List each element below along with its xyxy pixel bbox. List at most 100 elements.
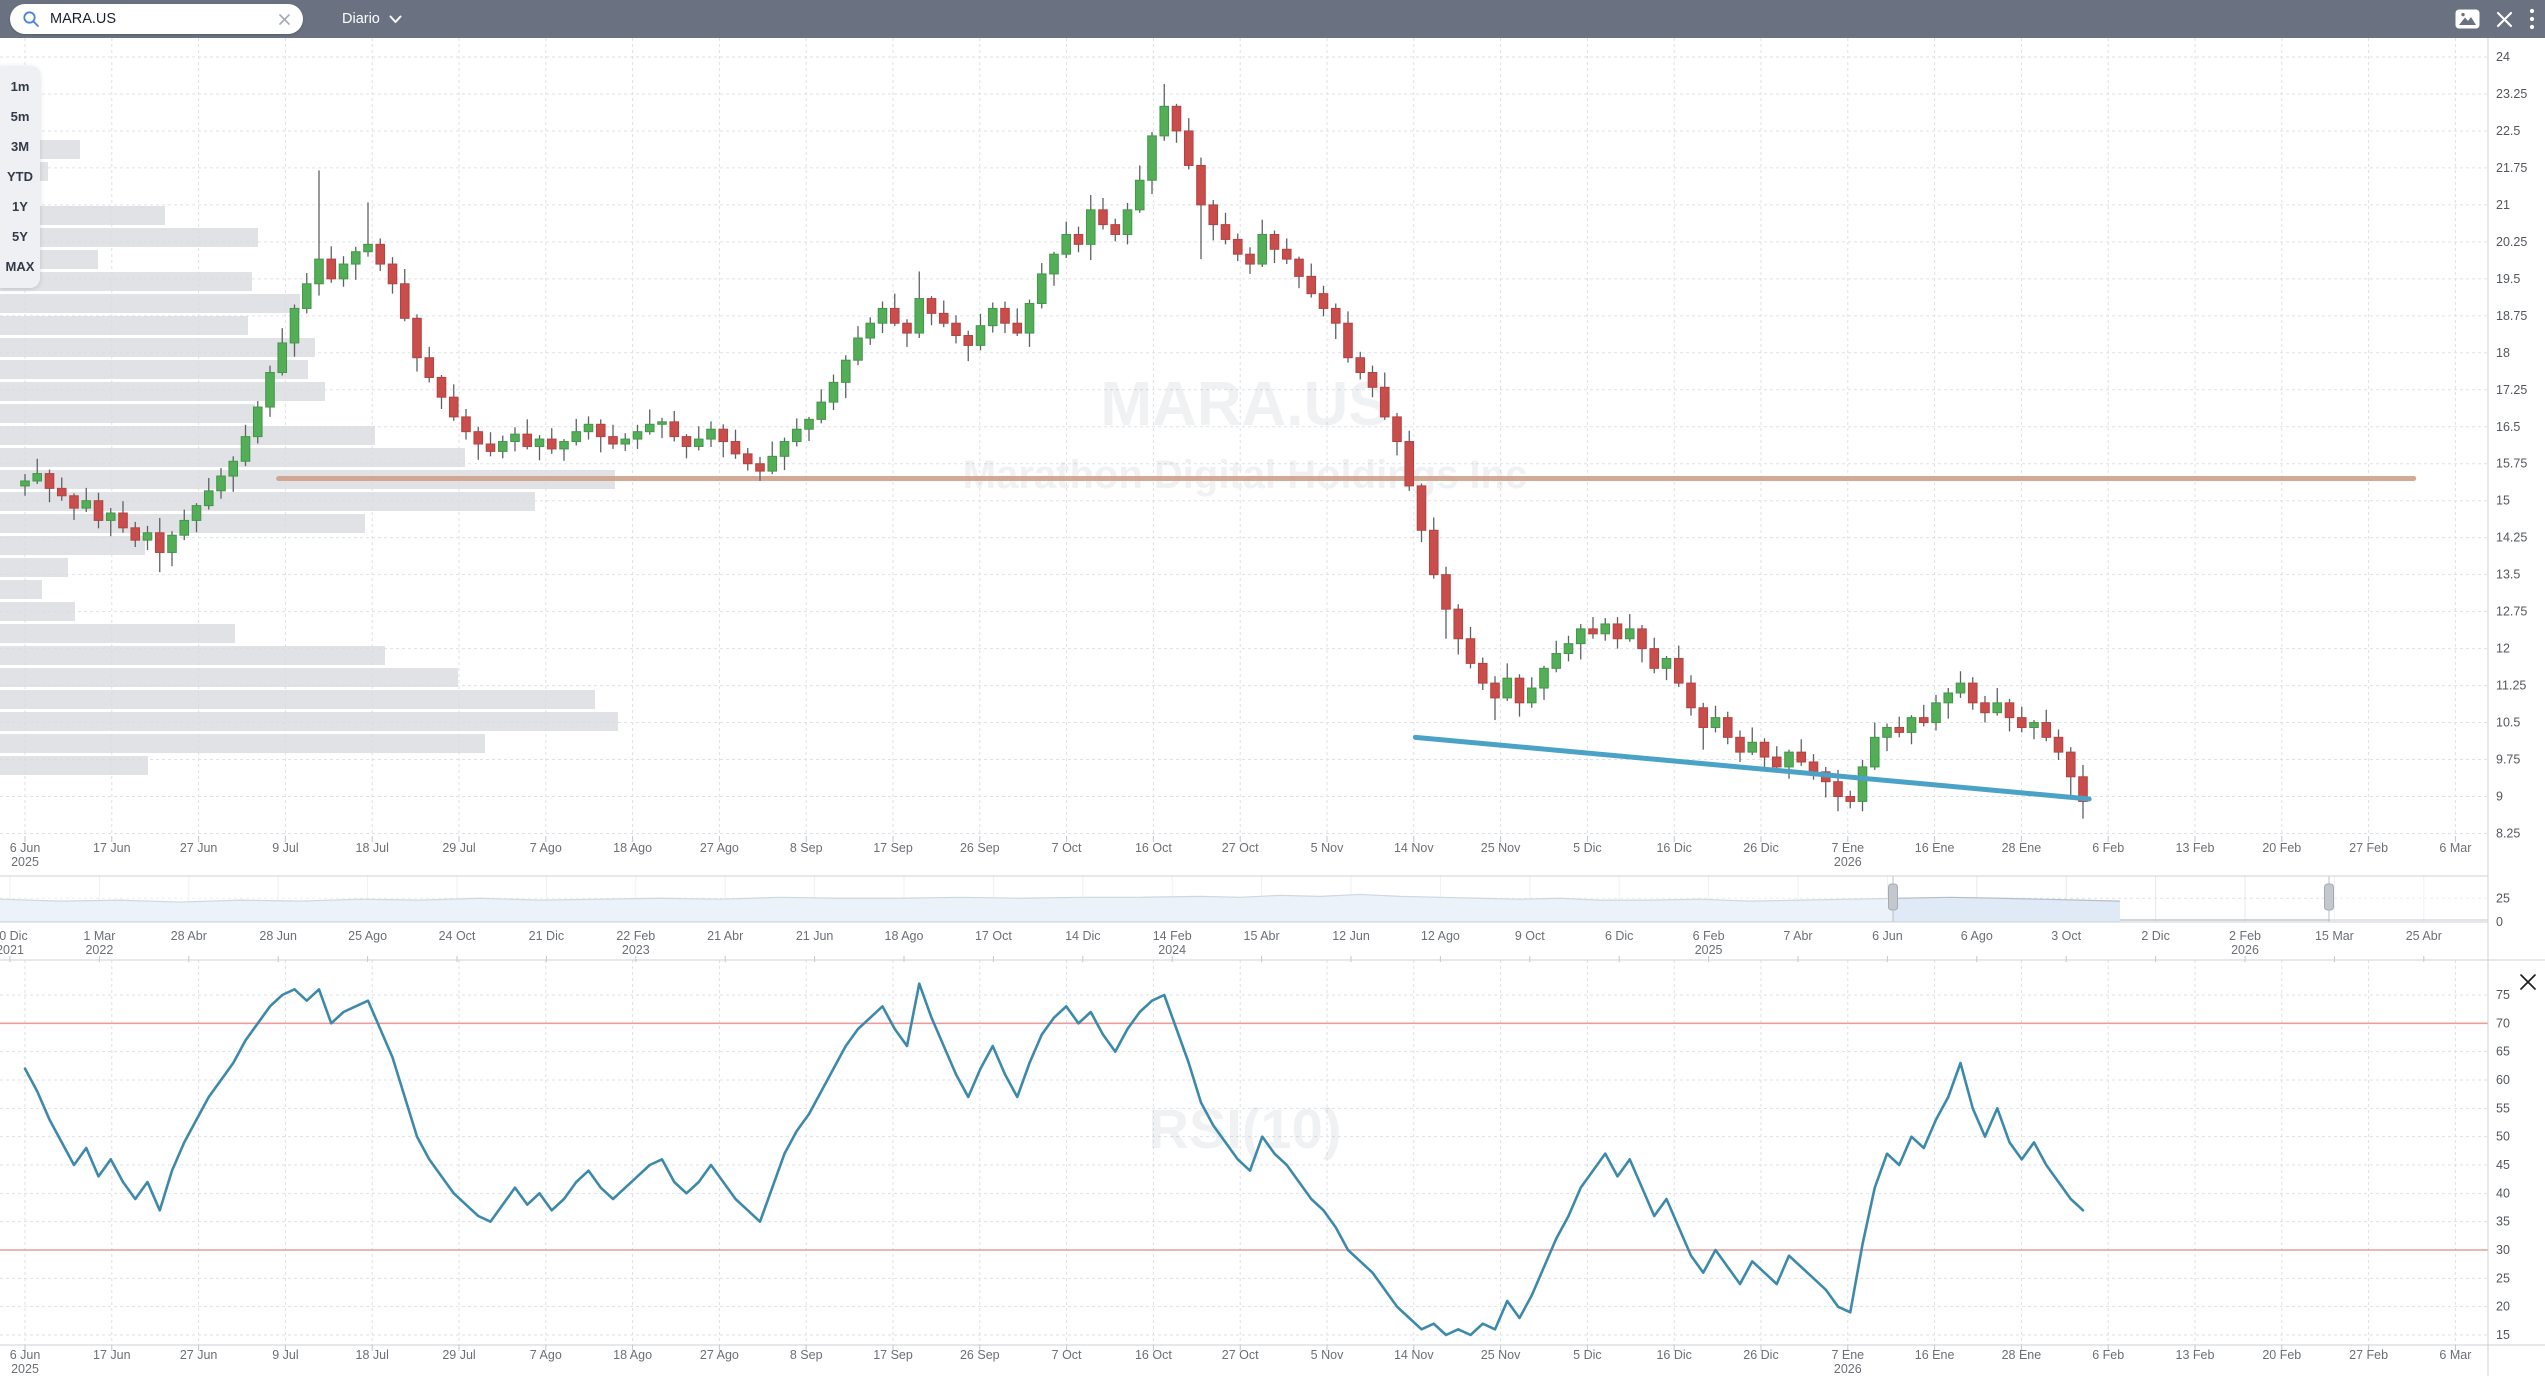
svg-text:6 Feb: 6 Feb [1693, 929, 1725, 943]
svg-text:20.25: 20.25 [2496, 235, 2527, 249]
svg-text:21: 21 [2496, 198, 2510, 212]
clear-search-icon[interactable] [278, 13, 291, 26]
navigator-area [0, 894, 2120, 922]
svg-text:16 Ene: 16 Ene [1915, 1348, 1955, 1362]
range-button-5m[interactable]: 5m [10, 109, 30, 124]
svg-text:14 Feb: 14 Feb [1153, 929, 1192, 943]
svg-text:25 Nov: 25 Nov [1481, 1348, 1521, 1362]
range-button-MAX[interactable]: MAX [5, 259, 35, 274]
svg-text:27 Oct: 27 Oct [1222, 841, 1259, 855]
trend-line[interactable] [1412, 734, 2092, 802]
svg-text:16 Ene: 16 Ene [1915, 841, 1955, 855]
timeframe-dropdown[interactable]: Diario [342, 0, 402, 38]
svg-text:6 Mar: 6 Mar [2439, 1348, 2471, 1362]
range-button-YTD[interactable]: YTD [7, 169, 33, 184]
svg-text:65: 65 [2496, 1045, 2510, 1059]
svg-text:2024: 2024 [1158, 943, 1186, 957]
candles [20, 84, 2088, 819]
svg-text:21 Dic: 21 Dic [529, 929, 564, 943]
svg-text:6 Feb: 6 Feb [2092, 841, 2124, 855]
svg-text:70: 70 [2496, 1016, 2510, 1030]
snapshot-button[interactable] [2455, 9, 2480, 29]
svg-text:7 Abr: 7 Abr [1783, 929, 1812, 943]
watermark: MARA.US Marathon Digital Holdings Inc [963, 370, 1527, 497]
kebab-menu-button[interactable] [2529, 8, 2535, 30]
svg-text:15 Abr: 15 Abr [1244, 929, 1280, 943]
chevron-down-icon [389, 15, 402, 23]
svg-text:2025: 2025 [1695, 943, 1723, 957]
svg-text:25: 25 [2496, 1271, 2510, 1285]
svg-text:14 Nov: 14 Nov [1394, 1348, 1434, 1362]
svg-text:45: 45 [2496, 1158, 2510, 1172]
svg-text:17 Jun: 17 Jun [93, 1348, 131, 1362]
svg-text:13 Feb: 13 Feb [2176, 841, 2215, 855]
svg-text:7 Ene: 7 Ene [1831, 841, 1864, 855]
svg-text:9 Jul: 9 Jul [272, 841, 298, 855]
navigator-handle-left[interactable] [1888, 883, 1898, 911]
svg-text:2 Dic: 2 Dic [2141, 929, 2169, 943]
rsi-watermark: RSI(10) [1149, 1097, 1342, 1160]
close-chart-button[interactable] [2496, 11, 2513, 28]
svg-text:25 Abr: 25 Abr [2406, 929, 2442, 943]
svg-text:16 Dic: 16 Dic [1656, 841, 1691, 855]
svg-text:11.25: 11.25 [2496, 679, 2526, 693]
range-button-5Y[interactable]: 5Y [12, 229, 28, 244]
svg-text:14 Nov: 14 Nov [1394, 841, 1434, 855]
svg-text:27 Jun: 27 Jun [180, 1348, 218, 1362]
svg-text:9: 9 [2496, 790, 2503, 804]
svg-text:28 Jun: 28 Jun [259, 929, 297, 943]
svg-text:17 Sep: 17 Sep [873, 841, 913, 855]
svg-text:13.5: 13.5 [2496, 568, 2520, 582]
svg-text:2025: 2025 [11, 855, 39, 869]
svg-text:24 Oct: 24 Oct [439, 929, 476, 943]
svg-text:5 Nov: 5 Nov [1311, 1348, 1344, 1362]
svg-text:26 Dic: 26 Dic [1743, 1348, 1778, 1362]
svg-text:20: 20 [2496, 1300, 2510, 1314]
svg-text:35: 35 [2496, 1215, 2510, 1229]
svg-text:6 Feb: 6 Feb [2092, 1348, 2124, 1362]
navigator-handle-right[interactable] [2324, 883, 2334, 911]
svg-text:2 Feb: 2 Feb [2229, 929, 2261, 943]
svg-text:9 Jul: 9 Jul [272, 1348, 298, 1362]
range-panel: 1m 5m 3M YTD 1Y 5Y MAX [0, 66, 40, 288]
svg-text:29 Jul: 29 Jul [442, 841, 475, 855]
range-button-1m[interactable]: 1m [10, 79, 30, 94]
svg-text:20 Dic: 20 Dic [0, 929, 28, 943]
svg-text:21 Abr: 21 Abr [707, 929, 743, 943]
svg-text:18 Jul: 18 Jul [356, 1348, 389, 1362]
svg-text:21.75: 21.75 [2496, 161, 2527, 175]
svg-text:26 Sep: 26 Sep [960, 841, 1000, 855]
svg-text:2025: 2025 [11, 1362, 39, 1376]
range-button-1Y[interactable]: 1Y [12, 199, 28, 214]
svg-text:18 Ago: 18 Ago [613, 1348, 652, 1362]
svg-text:17.25: 17.25 [2496, 383, 2527, 397]
svg-text:15: 15 [2496, 494, 2510, 508]
close-icon [2496, 11, 2513, 27]
svg-text:28 Ene: 28 Ene [2002, 1348, 2042, 1362]
snapshot-icon [2455, 9, 2480, 29]
svg-text:75: 75 [2496, 988, 2510, 1002]
svg-text:55: 55 [2496, 1101, 2510, 1115]
svg-text:2023: 2023 [622, 943, 650, 957]
svg-text:25 Ago: 25 Ago [348, 929, 387, 943]
svg-text:26 Dic: 26 Dic [1743, 841, 1778, 855]
svg-text:17 Jun: 17 Jun [93, 841, 131, 855]
svg-text:27 Ago: 27 Ago [700, 841, 739, 855]
svg-text:16 Oct: 16 Oct [1135, 1348, 1172, 1362]
svg-text:10.5: 10.5 [2496, 716, 2520, 730]
svg-text:1 Mar: 1 Mar [83, 929, 115, 943]
svg-text:8 Sep: 8 Sep [790, 1348, 823, 1362]
svg-text:16.5: 16.5 [2496, 420, 2520, 434]
svg-text:7 Oct: 7 Oct [1052, 841, 1082, 855]
svg-text:26 Sep: 26 Sep [960, 1348, 1000, 1362]
svg-text:2021: 2021 [0, 943, 24, 957]
rsi-close-button[interactable] [2520, 974, 2536, 990]
svg-text:27 Oct: 27 Oct [1222, 1348, 1259, 1362]
svg-text:22.5: 22.5 [2496, 124, 2520, 138]
symbol-search[interactable]: MARA.US [10, 4, 303, 34]
range-button-3M[interactable]: 3M [10, 139, 30, 154]
svg-text:12 Ago: 12 Ago [1421, 929, 1460, 943]
